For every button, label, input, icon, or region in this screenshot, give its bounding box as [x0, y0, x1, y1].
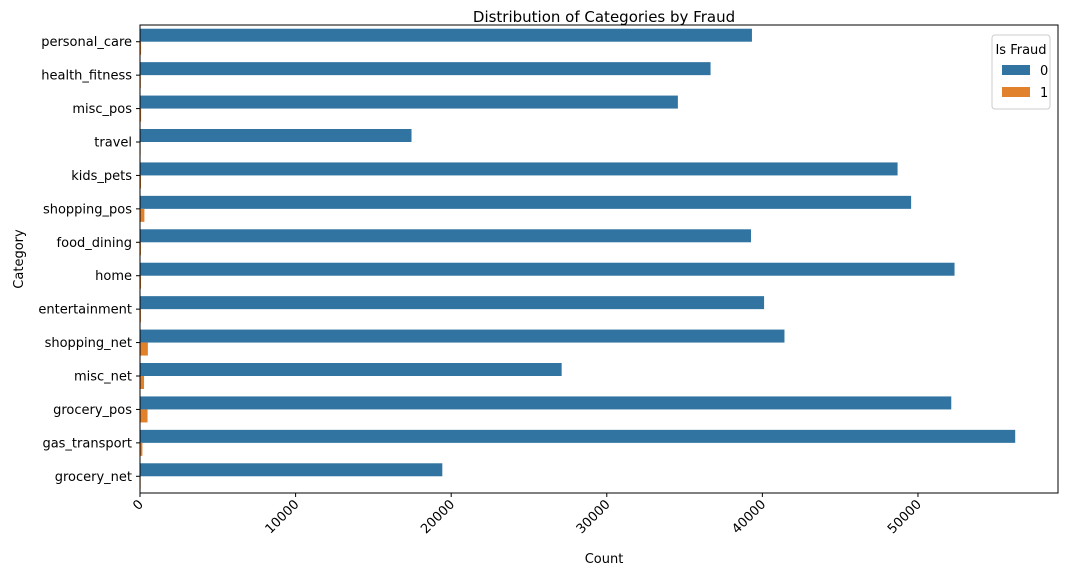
y-tick-label: grocery_net — [55, 470, 132, 485]
x-tick-label: 20000 — [418, 497, 458, 537]
y-tick-label: entertainment — [38, 303, 132, 318]
bar-grocery_net-fraud-0 — [140, 463, 443, 477]
bar-travel-fraud-0 — [140, 129, 412, 142]
bar-shopping_pos-fraud-1 — [140, 208, 145, 222]
y-tick-label: travel — [94, 136, 132, 151]
bar-kids_pets-fraud-0 — [140, 162, 898, 176]
y-tick-label: kids_pets — [71, 169, 132, 184]
bar-gas_transport-fraud-0 — [140, 429, 1016, 443]
y-tick-label: food_dining — [57, 236, 132, 251]
y-axis-title: Category — [12, 229, 27, 289]
x-axis-title: Count — [585, 552, 624, 567]
x-tick-label: 10000 — [263, 497, 303, 537]
legend-label-0: 0 — [1040, 64, 1048, 79]
y-tick-label: home — [95, 269, 132, 284]
y-tick-label: misc_pos — [72, 102, 132, 117]
bar-grocery_pos-fraud-0 — [140, 396, 952, 410]
bar-home-fraud-0 — [140, 262, 955, 276]
chart-title: Distribution of Categories by Fraud — [473, 8, 735, 26]
y-tick-label: personal_care — [41, 35, 132, 50]
bar-home-fraud-1 — [140, 275, 142, 289]
y-tick-label: shopping_net — [45, 336, 132, 351]
bar-kids_pets-fraud-1 — [140, 175, 142, 189]
x-tick-label: 0 — [130, 497, 146, 513]
bar-shopping_pos-fraud-0 — [140, 195, 912, 209]
legend: Is Fraud 0 1 — [991, 34, 1051, 110]
y-tick-label: grocery_pos — [53, 403, 132, 418]
legend-swatch-1 — [1002, 87, 1030, 97]
x-tick-label: 40000 — [729, 497, 769, 537]
y-tick-label: shopping_pos — [43, 202, 132, 217]
bar-shopping_net-fraud-1 — [140, 342, 148, 356]
bar-grocery_pos-fraud-1 — [140, 409, 148, 423]
bar-shopping_net-fraud-0 — [140, 329, 785, 343]
x-tick-label: 30000 — [574, 497, 614, 537]
bar-misc_pos-fraud-0 — [140, 95, 678, 109]
bar-entertainment-fraud-0 — [140, 296, 765, 310]
y-tick-label: gas_transport — [42, 436, 132, 451]
bar-health_fitness-fraud-0 — [140, 62, 711, 76]
bar-misc_net-fraud-0 — [140, 363, 562, 376]
bar-misc_pos-fraud-1 — [140, 108, 142, 122]
plot-frame — [139, 24, 1059, 494]
bar-food_dining-fraud-0 — [140, 229, 752, 243]
y-tick-label: misc_net — [74, 370, 132, 385]
bar-misc_net-fraud-1 — [140, 376, 145, 389]
bar-gas_transport-fraud-1 — [140, 442, 143, 456]
legend-swatch-0 — [1002, 65, 1030, 75]
legend-label-1: 1 — [1040, 86, 1048, 101]
x-tick-label: 50000 — [885, 497, 925, 537]
bar-personal_care-fraud-0 — [140, 28, 752, 42]
bar-personal_care-fraud-1 — [140, 41, 142, 55]
legend-title: Is Fraud — [995, 43, 1046, 58]
y-tick-label: health_fitness — [41, 69, 132, 84]
